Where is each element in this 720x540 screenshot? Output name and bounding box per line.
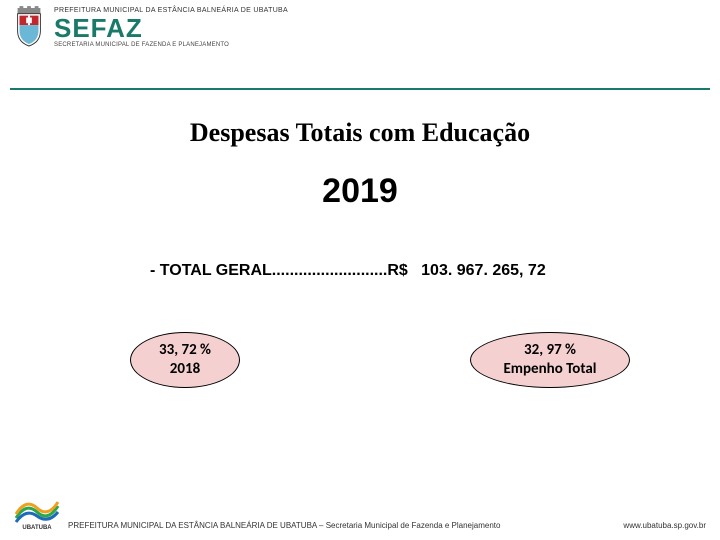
- footer-ubatuba-logo-icon: UBATUBA: [14, 494, 60, 530]
- callout-empenho-percent: 32, 97 %: [471, 341, 629, 360]
- logo-text-block: PREFEITURA MUNICIPAL DA ESTÂNCIA BALNEÁR…: [54, 7, 288, 48]
- total-label: - TOTAL GERAL: [150, 262, 272, 279]
- header-divider: [10, 88, 710, 90]
- callout-empenho-label: Empenho Total: [471, 360, 629, 379]
- svg-text:UBATUBA: UBATUBA: [22, 525, 52, 530]
- total-dots: ..........................: [272, 262, 388, 279]
- municipal-crest-icon: [10, 6, 48, 48]
- footer-url: www.ubatuba.sp.gov.br: [623, 521, 706, 530]
- footer-center-text: PREFEITURA MUNICIPAL DA ESTÂNCIA BALNEÁR…: [60, 521, 623, 530]
- page-title: Despesas Totais com Educação: [0, 118, 720, 148]
- callout-empenho: 32, 97 % Empenho Total: [470, 332, 630, 388]
- total-line: - TOTAL GERAL..........................R…: [150, 262, 546, 280]
- callout-2018-year: 2018: [131, 360, 239, 379]
- total-value: 103. 967. 265, 72: [421, 262, 546, 279]
- total-currency: R$: [387, 262, 407, 279]
- callout-2018-percent: 33, 72 %: [131, 341, 239, 360]
- callouts-row: 33, 72 % 2018 32, 97 % Empenho Total: [0, 332, 720, 388]
- header-logo-text: SEFAZ: [54, 15, 288, 41]
- header-bar: PREFEITURA MUNICIPAL DA ESTÂNCIA BALNEÁR…: [0, 0, 720, 48]
- footer-bar: UBATUBA PREFEITURA MUNICIPAL DA ESTÂNCIA…: [0, 494, 720, 530]
- callout-2018: 33, 72 % 2018: [130, 332, 240, 388]
- year-heading: 2019: [0, 172, 720, 211]
- header-subtitle: SECRETARIA MUNICIPAL DE FAZENDA E PLANEJ…: [54, 42, 288, 48]
